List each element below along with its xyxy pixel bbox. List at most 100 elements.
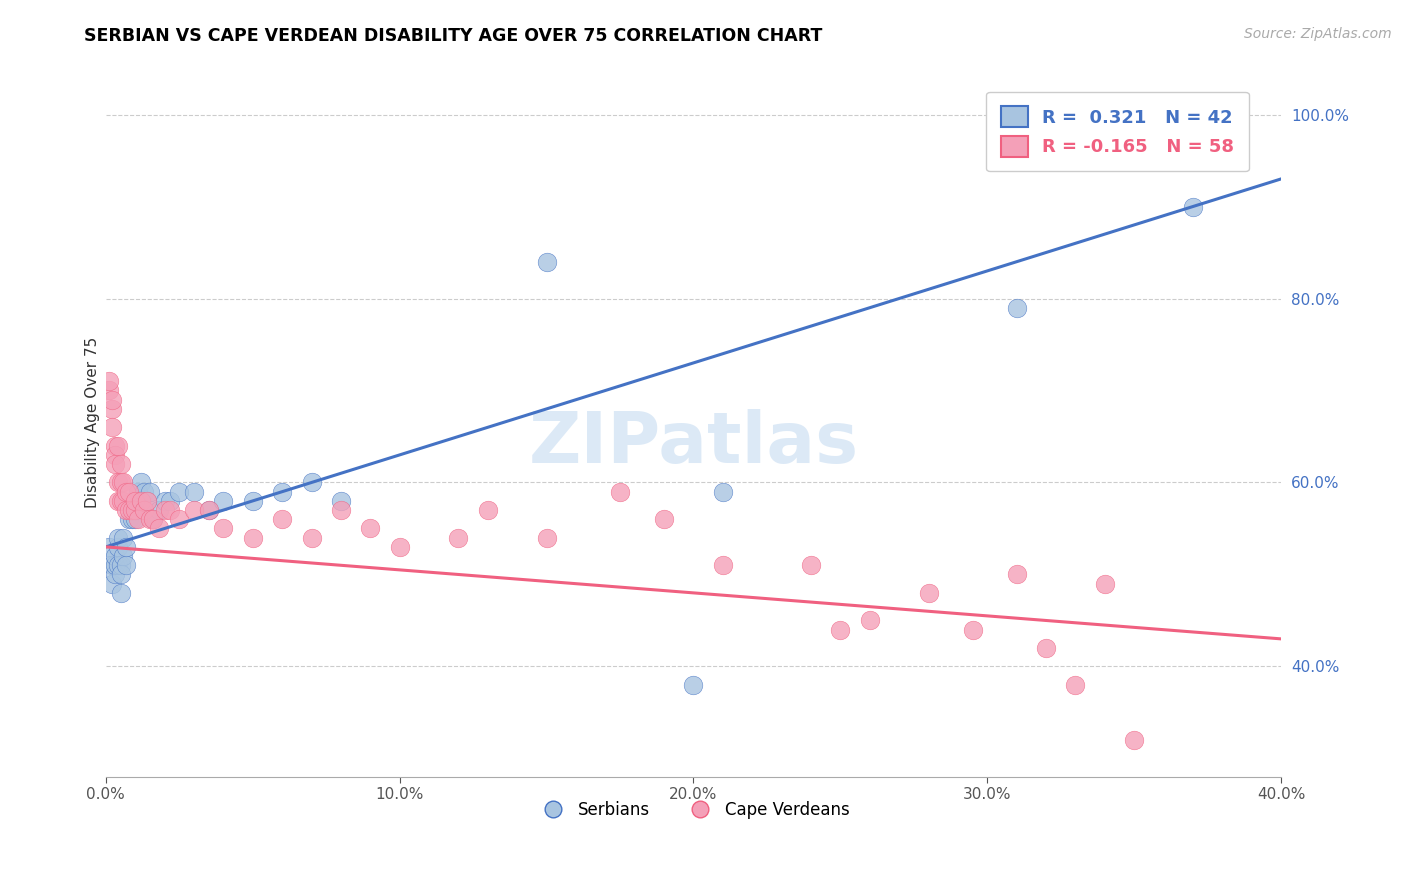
Point — [169, 512, 191, 526]
Point — [153, 503, 176, 517]
Point — [859, 614, 882, 628]
Point — [115, 540, 138, 554]
Point — [104, 457, 127, 471]
Point — [118, 484, 141, 499]
Point — [124, 503, 146, 517]
Point — [121, 503, 143, 517]
Point — [110, 567, 132, 582]
Point — [242, 494, 264, 508]
Point — [159, 503, 181, 517]
Point — [359, 521, 381, 535]
Point — [148, 503, 170, 517]
Point — [107, 540, 129, 554]
Point — [112, 475, 135, 490]
Point — [132, 484, 155, 499]
Point — [1005, 567, 1028, 582]
Point — [301, 475, 323, 490]
Point — [301, 531, 323, 545]
Point — [329, 494, 352, 508]
Point — [100, 558, 122, 573]
Point — [132, 503, 155, 517]
Point — [197, 503, 219, 517]
Point — [100, 420, 122, 434]
Point — [104, 549, 127, 563]
Point — [148, 521, 170, 535]
Point — [136, 494, 159, 508]
Point — [107, 531, 129, 545]
Point — [139, 484, 162, 499]
Point — [129, 494, 152, 508]
Point — [183, 484, 205, 499]
Point — [121, 512, 143, 526]
Point — [536, 254, 558, 268]
Point — [711, 484, 734, 499]
Point — [115, 484, 138, 499]
Point — [110, 586, 132, 600]
Point — [830, 623, 852, 637]
Point — [97, 384, 120, 398]
Point — [1094, 576, 1116, 591]
Point — [97, 374, 120, 388]
Point — [169, 484, 191, 499]
Point — [129, 475, 152, 490]
Point — [329, 503, 352, 517]
Point — [124, 503, 146, 517]
Point — [100, 576, 122, 591]
Point — [139, 512, 162, 526]
Point — [153, 494, 176, 508]
Point — [477, 503, 499, 517]
Point — [118, 512, 141, 526]
Point — [118, 503, 141, 517]
Point — [609, 484, 631, 499]
Point — [183, 503, 205, 517]
Point — [104, 567, 127, 582]
Point — [271, 512, 294, 526]
Point — [107, 439, 129, 453]
Y-axis label: Disability Age Over 75: Disability Age Over 75 — [86, 337, 100, 508]
Point — [388, 540, 411, 554]
Point — [107, 494, 129, 508]
Point — [1123, 733, 1146, 747]
Text: Source: ZipAtlas.com: Source: ZipAtlas.com — [1244, 27, 1392, 41]
Point — [115, 503, 138, 517]
Point — [1181, 200, 1204, 214]
Point — [142, 512, 165, 526]
Point — [682, 678, 704, 692]
Point — [142, 512, 165, 526]
Point — [104, 439, 127, 453]
Point — [159, 494, 181, 508]
Point — [97, 540, 120, 554]
Point — [271, 484, 294, 499]
Point — [212, 521, 235, 535]
Point — [107, 558, 129, 573]
Point — [242, 531, 264, 545]
Text: SERBIAN VS CAPE VERDEAN DISABILITY AGE OVER 75 CORRELATION CHART: SERBIAN VS CAPE VERDEAN DISABILITY AGE O… — [84, 27, 823, 45]
Point — [127, 512, 149, 526]
Point — [652, 512, 675, 526]
Text: ZIPatlas: ZIPatlas — [529, 409, 859, 478]
Point — [962, 623, 984, 637]
Point — [1064, 678, 1087, 692]
Point — [100, 401, 122, 416]
Point — [110, 494, 132, 508]
Point — [917, 586, 939, 600]
Point — [711, 558, 734, 573]
Point — [100, 392, 122, 407]
Point — [112, 531, 135, 545]
Point — [124, 494, 146, 508]
Point — [115, 558, 138, 573]
Point — [800, 558, 823, 573]
Point — [110, 558, 132, 573]
Point — [104, 448, 127, 462]
Point — [197, 503, 219, 517]
Point — [136, 494, 159, 508]
Point — [110, 475, 132, 490]
Point — [1005, 301, 1028, 315]
Point — [104, 558, 127, 573]
Point — [212, 494, 235, 508]
Point — [112, 494, 135, 508]
Point — [536, 531, 558, 545]
Point — [112, 549, 135, 563]
Point — [110, 457, 132, 471]
Point — [124, 512, 146, 526]
